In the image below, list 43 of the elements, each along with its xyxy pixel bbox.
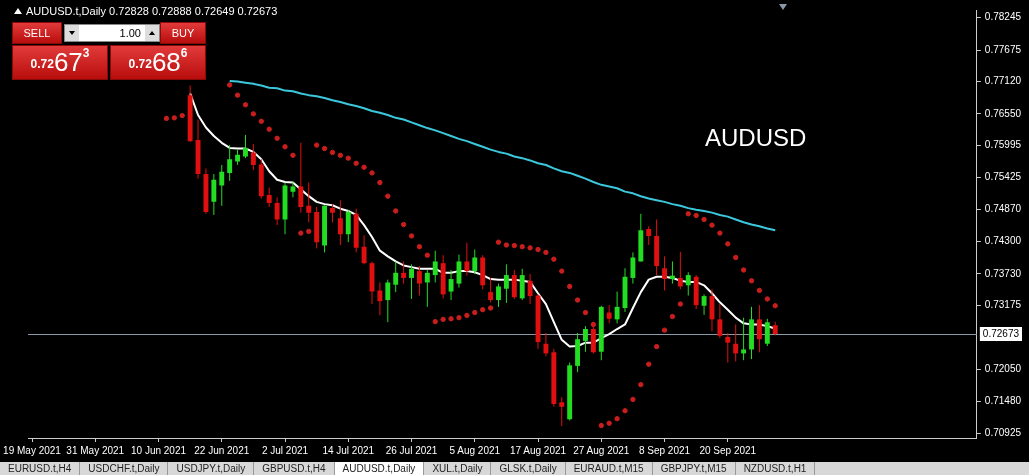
x-tick-label: 22 Jun 2021 xyxy=(194,444,250,456)
text: EURUSD.t,H4 xyxy=(0,462,81,475)
text: GLSK.t,Daily xyxy=(491,462,566,475)
text: XUL.t,Daily xyxy=(424,462,492,475)
y-tick-label: 0.76550 xyxy=(984,107,1022,119)
y-tick-label: 0.75995 xyxy=(984,139,1022,151)
text: USDCHF.t,Daily xyxy=(80,462,169,475)
chart-title: AUDUSD.t,Daily 0.72828 0.72888 0.72649 0.72673 xyxy=(26,5,278,17)
x-tick-label: 5 Aug 2021 xyxy=(449,444,501,456)
y-tick-label: 0.73175 xyxy=(984,299,1022,311)
x-tick-label: 27 Aug 2021 xyxy=(573,444,630,456)
y-tick-label: 0.77675 xyxy=(984,43,1022,55)
y-tick-label: 0.70925 xyxy=(984,426,1022,438)
y-tick-label: 0.71480 xyxy=(984,395,1022,407)
text: AUDUSD.t,Daily xyxy=(334,462,425,475)
y-tick-label: 0.74870 xyxy=(984,202,1022,214)
text: NZDUSD.t,H1 xyxy=(735,462,816,475)
y-tick-label: 0.74300 xyxy=(984,235,1022,247)
x-tick-label: 26 Jul 2021 xyxy=(385,444,438,456)
x-tick-label: 17 Aug 2021 xyxy=(509,444,567,456)
annotation: 1.00 xyxy=(79,25,145,41)
y-tick-label: 0.78245 xyxy=(984,11,1022,23)
annotation: 0.7268$^{6}$ xyxy=(128,45,188,77)
annotation: 0.7267$^{3}$ xyxy=(30,45,90,77)
text: GBPJPY.t,M15 xyxy=(652,462,736,475)
x-tick-label: 14 Jul 2021 xyxy=(322,444,375,456)
y-tick-label: 0.73730 xyxy=(984,267,1022,279)
y-tick-label: 0.72050 xyxy=(984,363,1022,375)
text: GBPUSD.t,H4 xyxy=(254,462,335,475)
text: EURAUD.t,M15 xyxy=(565,462,653,475)
x-tick-label: 10 Jun 2021 xyxy=(130,444,187,456)
annotation: SELL xyxy=(12,22,62,44)
x-tick-label: 19 May 2021 xyxy=(3,444,62,456)
x-tick-label: 31 May 2021 xyxy=(66,444,125,456)
x-tick-label: 20 Sep 2021 xyxy=(699,444,757,456)
x-tick-label: 2 Jul 2021 xyxy=(261,444,309,456)
y-tick-label: 0.75425 xyxy=(984,171,1022,183)
y-tick-label: 0.77120 xyxy=(984,75,1022,87)
annotation: BUY xyxy=(160,22,206,44)
x-tick-label: 8 Sep 2021 xyxy=(638,444,691,456)
ref-line-label: 0.72673 xyxy=(982,327,1020,339)
text: USDJPY.t,Daily xyxy=(168,462,255,475)
annotation: AUDUSD xyxy=(705,124,807,152)
